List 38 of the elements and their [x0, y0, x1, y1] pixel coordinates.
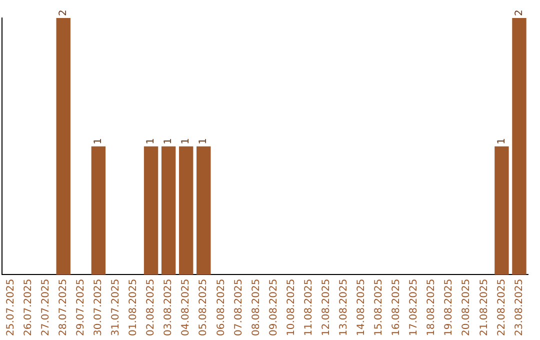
x-tick-label: 18.08.2025 [426, 278, 438, 336]
x-tick-label: 06.08.2025 [216, 278, 227, 336]
x-tick-label: 25.07.2025 [5, 278, 16, 336]
x-tick-label: 15.08.2025 [374, 278, 385, 336]
x-tick-label: 17.08.2025 [408, 278, 420, 336]
x-tick-label: 14.08.2025 [356, 278, 368, 336]
data-label: 2 [58, 10, 69, 16]
x-tick-label: 02.08.2025 [146, 278, 157, 336]
x-tick-label: 08.08.2025 [250, 278, 262, 336]
data-label: 1 [163, 138, 174, 144]
x-tick-label: 04.08.2025 [180, 278, 192, 336]
data-label: 1 [180, 138, 192, 144]
data-label: 1 [496, 138, 508, 144]
x-tick-label: 31.07.2025 [110, 278, 122, 336]
x-tick-label: 03.08.2025 [163, 278, 174, 336]
x-tick-label: 13.08.2025 [338, 278, 350, 336]
x-tick-label: 23.08.2025 [514, 278, 525, 336]
x-tick-label: 20.08.2025 [461, 278, 472, 336]
x-tick-label: 10.08.2025 [286, 278, 297, 336]
x-tick-label: 29.07.2025 [75, 278, 86, 336]
x-tick-label: 19.08.2025 [444, 278, 455, 336]
x-tick-label: 05.08.2025 [198, 278, 210, 336]
x-tick-label: 26.07.2025 [22, 278, 34, 336]
data-label: 1 [198, 138, 210, 144]
data-label: 2 [514, 10, 525, 16]
data-label: 1 [146, 138, 157, 144]
data-label: 1 [93, 138, 104, 144]
x-tick-label: 28.07.2025 [58, 278, 69, 336]
x-tick-label: 11.08.2025 [303, 278, 314, 336]
x-tick-label: 22.08.2025 [496, 278, 508, 336]
x-tick-label: 09.08.2025 [268, 278, 280, 336]
x-tick-label: 21.08.2025 [478, 278, 490, 336]
x-tick-label: 07.08.2025 [233, 278, 244, 336]
x-tick-label: 12.08.2025 [320, 278, 332, 336]
x-tick-label: 01.08.2025 [128, 278, 140, 336]
x-tick-label: 27.07.2025 [40, 278, 52, 336]
x-tick-label: 16.08.2025 [391, 278, 402, 336]
x-tick-label: 30.07.2025 [93, 278, 104, 336]
